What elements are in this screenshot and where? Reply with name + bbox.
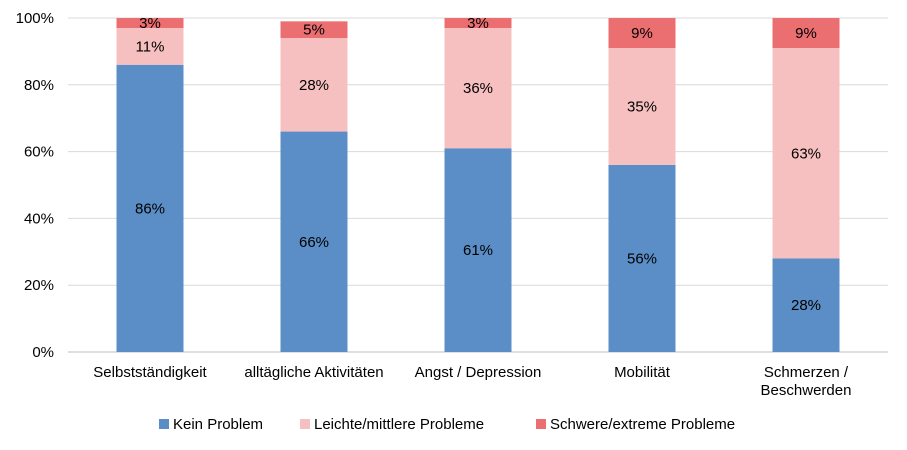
data-label: 3% <box>467 15 489 32</box>
bar-segment <box>444 148 512 352</box>
data-labels: 86% 11% 3% 66% 28% 5% 61% 36% 3% 56% 35% 9% 28% 63% 9% <box>135 15 821 314</box>
y-tick-label: 40% <box>24 210 54 227</box>
bar-segment <box>116 18 184 29</box>
legend-label: Schwere/extreme Probleme <box>550 416 735 433</box>
data-label: 86% <box>135 200 165 217</box>
data-label: 5% <box>303 22 325 39</box>
category-label: Mobilität <box>614 364 671 381</box>
bar-segment <box>280 38 348 132</box>
x-axis-category-labels: Selbstständigkeit alltägliche Aktivitäten… <box>93 364 851 399</box>
y-tick-label: 20% <box>24 277 54 294</box>
y-axis-tick-labels: 0% 20% 40% 60% 80% 100% <box>16 10 54 361</box>
y-tick-label: 80% <box>24 77 54 94</box>
bar-segment <box>444 18 512 29</box>
category-label: alltägliche Aktivitäten <box>244 364 383 381</box>
legend-swatch <box>159 419 169 429</box>
category-label: Angst / Depression <box>415 364 542 381</box>
bar-segment <box>608 18 676 49</box>
data-label: 28% <box>791 297 821 314</box>
legend-swatch <box>536 419 546 429</box>
bar-segment <box>444 28 512 149</box>
bar-segment <box>772 258 840 352</box>
bars <box>116 18 840 352</box>
y-tick-label: 100% <box>16 10 54 27</box>
bar-segment <box>116 28 184 65</box>
bar-segment <box>772 18 840 49</box>
data-label: 9% <box>631 25 653 42</box>
bar-segment <box>116 64 184 352</box>
bar-segment <box>608 164 676 352</box>
legend-item: Kein Problem <box>159 416 263 433</box>
category-label: Schmerzen / Beschwerden <box>761 364 852 399</box>
legend-swatch <box>300 419 310 429</box>
legend-label: Kein Problem <box>173 416 263 433</box>
data-label: 11% <box>136 38 165 55</box>
category-label: Selbstständigkeit <box>93 364 207 381</box>
bar-segment <box>280 131 348 352</box>
data-label: 28% <box>299 77 329 94</box>
bar-segment <box>608 48 676 165</box>
data-label: 9% <box>795 25 817 42</box>
data-label: 56% <box>627 250 657 267</box>
bar-segment <box>772 48 840 259</box>
bar-segment <box>280 21 348 39</box>
data-label: 3% <box>139 15 161 32</box>
legend-item: Schwere/extreme Probleme <box>536 416 735 433</box>
data-label: 66% <box>299 234 329 251</box>
legend-label: Leichte/mittlere Probleme <box>314 416 484 433</box>
legend-item: Leichte/mittlere Probleme <box>300 416 484 433</box>
y-tick-label: 60% <box>24 144 54 161</box>
data-label: 35% <box>627 99 657 116</box>
data-label: 36% <box>463 80 493 97</box>
data-label: 63% <box>791 145 821 162</box>
legend: Kein Problem Leichte/mittlere Probleme Sch… <box>159 416 735 433</box>
y-tick-label: 0% <box>32 344 54 361</box>
data-label: 61% <box>463 242 493 259</box>
